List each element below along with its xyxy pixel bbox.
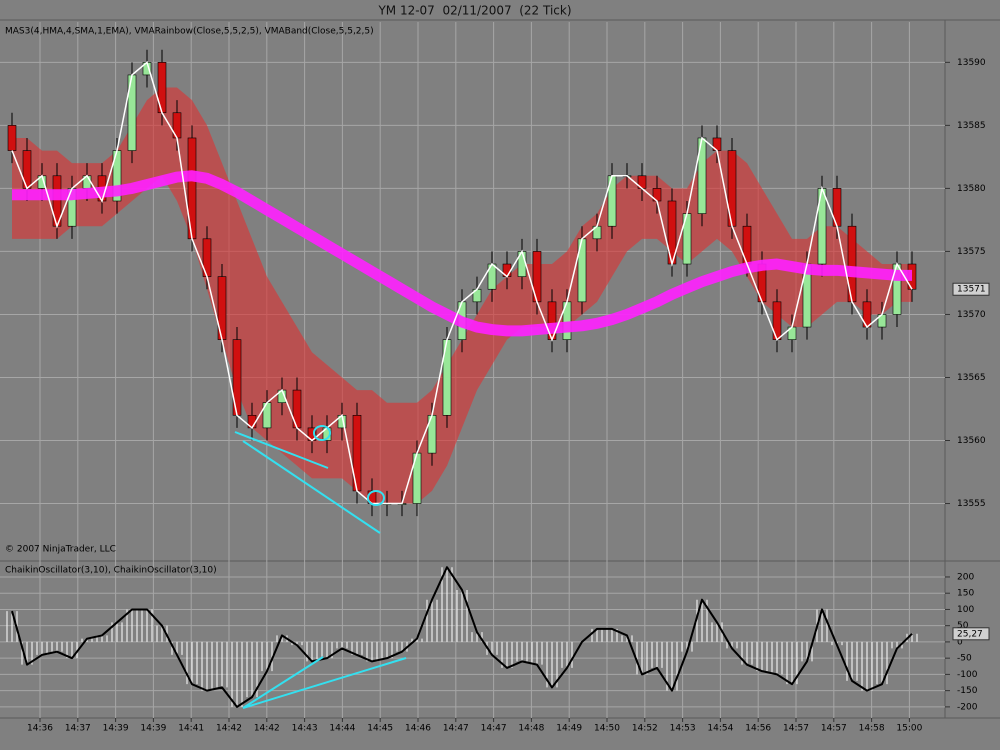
x-tick-label: 14:41 <box>178 724 204 734</box>
close-line <box>11 61 913 505</box>
x-tick-label: 14:44 <box>329 724 355 734</box>
last-value-box <box>952 627 990 641</box>
trend-line <box>242 656 324 709</box>
last-value-label: 25,27 <box>957 629 983 639</box>
indicator-label: MAS3(4,HMA,4,SMA,1,EMA), VMARainbow(Clos… <box>5 27 374 37</box>
plot <box>6 49 918 708</box>
x-tick-label: 14:57 <box>821 724 847 734</box>
x-tick-label: 14:56 <box>745 724 771 734</box>
band-area <box>12 87 912 504</box>
trend-line <box>234 431 329 469</box>
x-tick-label: 14:42 <box>254 724 280 734</box>
grid <box>0 22 945 718</box>
y-tick-label: -150 <box>957 686 978 696</box>
x-tick-label: 14:54 <box>707 724 733 734</box>
copyright: © 2007 NinjaTrader, LLC <box>5 545 116 555</box>
x-tick-label: 14:57 <box>783 724 809 734</box>
x-tick-label: 14:52 <box>632 724 658 734</box>
trend-line <box>242 440 381 534</box>
y-tick-label: 13560 <box>957 436 986 446</box>
y-tick-label: 100 <box>957 605 974 615</box>
last-value-box <box>952 282 990 296</box>
chart-title: YM 12-07 02/11/2007 (22 Tick) <box>377 4 571 18</box>
marker-circle <box>313 425 331 441</box>
x-tick-label: 14:47 <box>481 724 507 734</box>
y-tick-label: 150 <box>957 589 974 599</box>
x-tick-label: 14:53 <box>670 724 696 734</box>
x-tick-label: 14:49 <box>556 724 582 734</box>
y-tick-label: 13575 <box>957 247 986 257</box>
x-tick-label: 14:42 <box>216 724 242 734</box>
x-tick-label: 14:58 <box>859 724 885 734</box>
x-tick-label: 14:43 <box>292 724 318 734</box>
last-value-label: 13571 <box>957 285 986 295</box>
x-tick-label: 14:36 <box>27 724 53 734</box>
y-tick-label: 13585 <box>957 121 986 131</box>
candle-body <box>7 125 17 151</box>
y-tick-label: 13590 <box>957 58 986 68</box>
x-tick-label: 14:45 <box>367 724 393 734</box>
x-tick-label: 14:37 <box>65 724 91 734</box>
y-tick-label: -100 <box>957 670 978 680</box>
y-tick-label: 50 <box>957 621 969 631</box>
x-tick-label: 14:47 <box>443 724 469 734</box>
x-tick-label: 14:50 <box>594 724 620 734</box>
x-tick-label: 15:00 <box>896 724 922 734</box>
x-tick-label: 14:48 <box>518 724 544 734</box>
y-tick-label: 13570 <box>957 310 986 320</box>
vma-line <box>12 170 912 337</box>
y-tick-label: -200 <box>957 702 978 712</box>
indicator-label: ChaikinOscillator(3,10), ChaikinOscillat… <box>5 566 217 576</box>
x-tick-label: 14:39 <box>140 724 166 734</box>
x-tick-label: 14:39 <box>103 724 129 734</box>
y-tick-label: 0 <box>957 637 963 647</box>
marker-circle <box>367 490 385 506</box>
annotations <box>234 425 407 709</box>
y-tick-label: -50 <box>957 654 972 664</box>
y-tick-label: 13580 <box>957 184 986 194</box>
oscillator-line <box>11 566 913 708</box>
y-tick-label: 200 <box>957 572 974 582</box>
trend-line <box>242 657 407 709</box>
y-tick-label: 13565 <box>957 373 986 383</box>
x-tick-label: 14:46 <box>405 724 431 734</box>
y-tick-label: 13555 <box>957 499 986 509</box>
